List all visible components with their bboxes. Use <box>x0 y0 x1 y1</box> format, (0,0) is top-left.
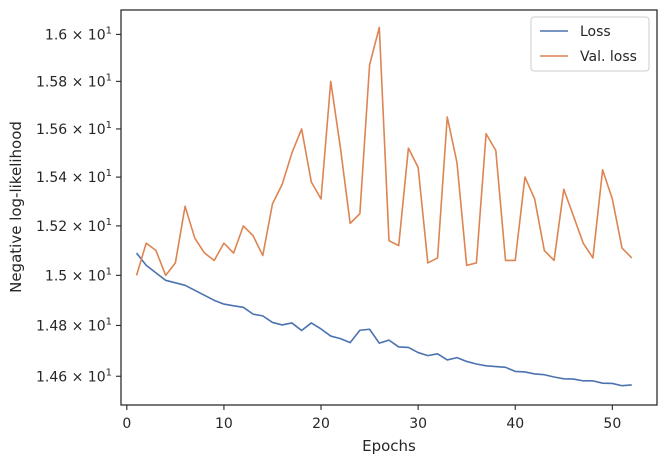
series-layer <box>135 26 633 387</box>
x-axis-label: Epochs <box>362 437 416 455</box>
y-axis: 1.46 × 101 1.48 × 101 1.5 × 101 1.52 × 101 1… <box>36 25 121 385</box>
y-tick-label: 1.54 × 101 <box>36 168 112 186</box>
series-line-val-loss <box>135 26 633 277</box>
y-tick-label: 1.6 × 101 <box>45 25 112 43</box>
y-tick-label: 1.5 × 101 <box>45 266 112 284</box>
plot-frame <box>120 9 658 406</box>
series-line-loss <box>135 252 632 387</box>
x-tick-label: 10 <box>215 416 233 432</box>
legend-label-val-loss: Val. loss <box>580 49 637 65</box>
x-tick-label: 40 <box>506 416 524 432</box>
y-tick-label: 1.56 × 101 <box>36 120 112 138</box>
legend: Loss Val. loss <box>530 16 650 72</box>
x-axis: 0 10 20 30 40 50 <box>122 405 621 432</box>
y-tick-label: 1.58 × 101 <box>36 72 112 90</box>
legend-label-loss: Loss <box>580 24 611 40</box>
y-axis-label: Negative log-likelihood <box>7 121 25 293</box>
y-tick-label: 1.46 × 101 <box>36 367 112 385</box>
x-tick-label: 30 <box>409 416 427 432</box>
y-tick-label: 1.48 × 101 <box>36 316 112 334</box>
x-tick-label: 50 <box>603 416 621 432</box>
x-tick-label: 20 <box>312 416 330 432</box>
y-tick-label: 1.52 × 101 <box>36 217 112 235</box>
x-tick-label: 0 <box>122 416 131 432</box>
